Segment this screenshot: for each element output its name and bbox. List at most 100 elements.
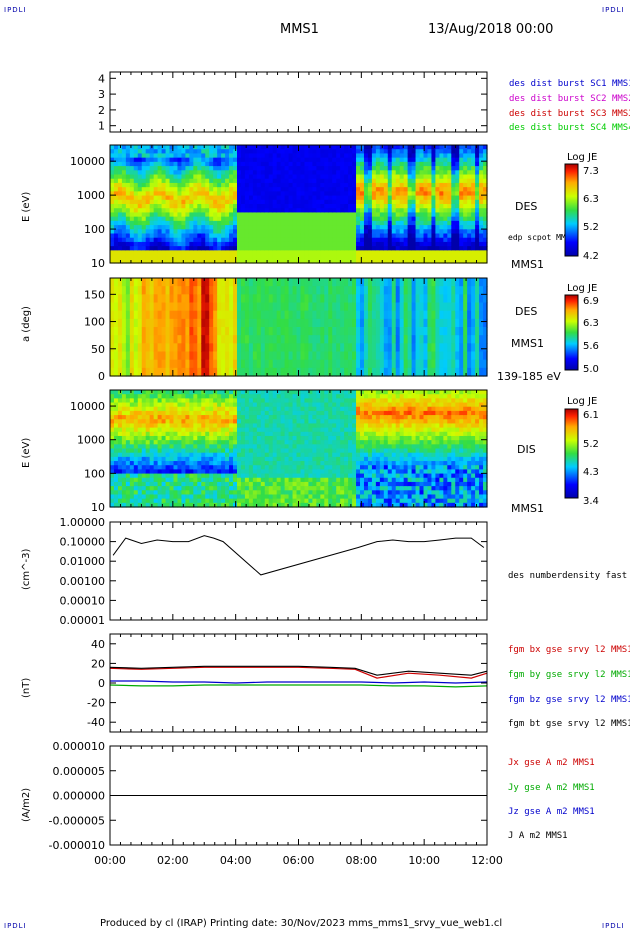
dis-energy-cell [177, 435, 183, 441]
des-energy-cell [479, 229, 484, 235]
dis-energy-cell [201, 481, 206, 487]
des-energy-cell [379, 174, 385, 180]
des-energy-cell [153, 258, 159, 264]
des-energy-cell [363, 182, 369, 188]
des-energy-cell [367, 170, 373, 176]
dis-energy-cell [161, 423, 167, 429]
des-pitch-cell [447, 318, 452, 328]
des-pitch-cell [153, 343, 159, 353]
dis-energy-cell [125, 427, 131, 433]
dis-energy-cell [133, 435, 139, 441]
des-pitch-cell [296, 359, 302, 369]
des-energy-cell [308, 204, 313, 209]
des-energy-cell [272, 208, 278, 214]
des-energy-cell [280, 174, 286, 180]
des-pitch-cell [415, 318, 421, 328]
des-energy-cell [455, 225, 460, 230]
des-energy-cell [264, 153, 270, 159]
dis-energy-cell [145, 390, 151, 395]
des-energy-cell [375, 212, 381, 218]
des-pitch-cell [280, 367, 286, 377]
des-pitch-cell [149, 327, 155, 336]
des-energy-cell [233, 195, 238, 201]
des-energy-cell [439, 199, 444, 205]
des-energy-cell [379, 199, 385, 205]
des-energy-cell [213, 246, 218, 251]
des-pitch-cell [415, 335, 421, 344]
des-energy-cell [221, 237, 226, 243]
des-energy-cell [129, 157, 135, 163]
des-pitch-cell [435, 359, 440, 369]
des-energy-cell [407, 174, 413, 180]
des-energy-cell [193, 170, 198, 176]
des-energy-cell [427, 212, 433, 218]
des-energy-cell [332, 145, 337, 150]
des-energy-cell [411, 153, 417, 159]
des-energy-cell [324, 208, 329, 214]
des-pitch-cell [411, 351, 417, 361]
des-pitch-cell [161, 278, 167, 287]
dis-energy-cell [137, 452, 143, 458]
des-energy-cell [379, 182, 385, 188]
dis-energy-cell [173, 494, 179, 500]
des-pitch-cell [141, 310, 147, 320]
des-energy-cell [471, 229, 476, 235]
dis-energy-cell [252, 469, 258, 475]
des-energy-cell [137, 182, 143, 188]
dis-energy-cell [125, 444, 131, 450]
des-energy-cell [209, 166, 214, 171]
dis-energy-cell [129, 473, 135, 479]
des-energy-cell [467, 241, 472, 247]
des-pitch-cell [264, 278, 270, 287]
des-energy-cell [125, 258, 131, 264]
des-energy-cell [129, 161, 135, 167]
des-energy-cell [431, 254, 437, 260]
des-energy-cell [447, 225, 452, 230]
dis-energy-cell [229, 498, 234, 504]
des-pitch-cell [264, 310, 270, 320]
des-energy-cell [161, 233, 167, 239]
des-energy-cell [415, 212, 421, 218]
des-pitch-cell [459, 351, 464, 361]
des-energy-cell [435, 258, 440, 264]
des-energy-cell [173, 182, 179, 188]
dis-energy-cell [252, 477, 258, 483]
des-energy-cell [467, 199, 472, 205]
des-pitch-cell [113, 310, 119, 320]
des-energy-cell [463, 233, 468, 239]
des-energy-cell [129, 258, 135, 264]
des-pitch-cell [375, 310, 381, 320]
des-energy-cell [169, 199, 175, 205]
des-energy-cell [360, 174, 365, 180]
dis-energy-cell [125, 435, 131, 441]
des-energy-cell [149, 216, 155, 222]
des-energy-cell [236, 157, 242, 163]
dis-energy-cell [129, 448, 135, 454]
dis-energy-cell [209, 486, 214, 491]
des-pitch-cell [312, 286, 317, 295]
des-energy-cell [304, 208, 310, 214]
dis-energy-cell [248, 456, 254, 462]
des-energy-cell [169, 241, 175, 247]
des-pitch-cell [248, 335, 254, 344]
des-pitch-cell [435, 318, 440, 328]
des-energy-cell [161, 166, 167, 171]
des-energy-cell [316, 161, 321, 167]
dis-energy-cell [248, 435, 254, 441]
des-pitch-cell [197, 367, 202, 377]
dis-energy-cell [177, 431, 183, 437]
des-energy-cell [455, 254, 460, 260]
des-energy-cell [229, 233, 234, 239]
dis-energy-cell [169, 415, 175, 420]
des-pitch-cell [149, 278, 155, 287]
dis-energy-cell [153, 410, 159, 416]
des-energy-cell [463, 166, 468, 171]
des-energy-cell [403, 161, 409, 167]
des-energy-cell [387, 187, 393, 192]
des-energy-cell [260, 145, 266, 150]
dis-energy-cell [248, 444, 254, 450]
dis-energy-cell [117, 402, 123, 408]
des-energy-cell [435, 229, 440, 235]
dis-energy-cell [189, 448, 194, 454]
des-energy-cell [435, 204, 440, 209]
